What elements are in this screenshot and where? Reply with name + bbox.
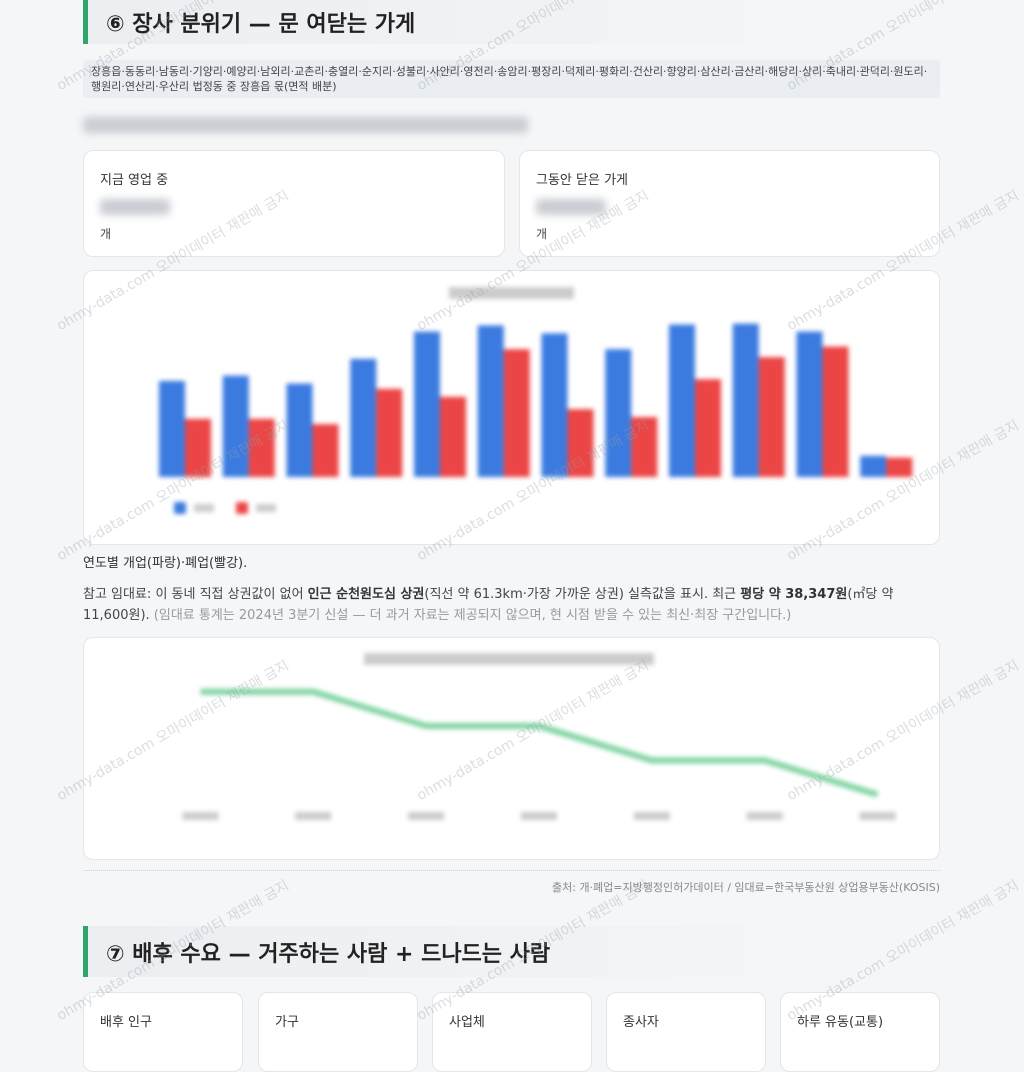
bar <box>414 331 440 477</box>
x-label-blur <box>859 812 896 820</box>
bar <box>541 333 568 477</box>
card-label: 종사자 <box>623 1015 659 1030</box>
bar <box>376 388 403 477</box>
bar <box>758 357 785 477</box>
section-title: ⑦ 배후 수요 — 거주하는 사람 + 드나드는 사람 <box>83 926 745 977</box>
blurred-value <box>536 199 606 215</box>
bar <box>860 455 887 477</box>
x-label-blur <box>182 812 219 820</box>
x-label-blur <box>521 812 557 820</box>
bar <box>695 379 721 477</box>
legend-swatch <box>236 502 248 514</box>
bar <box>440 396 466 477</box>
area-note: 장흥읍·동동리·남동리·기양리·예양리·남외리·교촌리·충열리·순지리·성불리·… <box>83 60 940 98</box>
note-part: 평당 약 38,347원 <box>740 587 848 602</box>
stat-card: 종사자 <box>606 992 766 1072</box>
x-label-blur <box>633 812 670 820</box>
blurred-text <box>83 117 528 133</box>
blurred-value <box>100 199 170 215</box>
card-label: 사업체 <box>449 1015 485 1030</box>
card-label: 지금 영업 중 <box>100 173 169 188</box>
note-part: (직선 약 61.3km·가장 가까운 상권) 실측값을 표시. 최근 <box>424 587 741 602</box>
separator <box>83 870 940 871</box>
legend-swatch <box>174 502 186 514</box>
page: ⑥ 장사 분위기 — 문 여닫는 가게 장흥읍·동동리·남동리·기양리·예양리·… <box>54 0 1022 1072</box>
note-part: 참고 임대료: 이 동네 직접 상권값이 없어 <box>83 587 308 602</box>
bar <box>477 325 504 477</box>
note-part: (임대료 통계는 2024년 3분기 신설 — 더 과거 자료는 제공되지 않으… <box>153 608 792 623</box>
stat-card: 가구 <box>258 992 418 1072</box>
bar <box>159 380 185 477</box>
bar <box>350 358 377 477</box>
stat-card: 배후 인구 <box>83 992 243 1072</box>
card-label: 배후 인구 <box>100 1015 152 1030</box>
bar <box>567 409 594 477</box>
bar <box>185 418 211 477</box>
plot <box>182 653 896 820</box>
bar <box>669 324 695 477</box>
x-label-blur <box>408 812 445 820</box>
card-unit: 개 <box>536 227 548 241</box>
stat-card: 지금 영업 중 개 <box>83 150 505 257</box>
title-blur <box>449 287 574 299</box>
bar <box>605 349 632 477</box>
bar <box>886 457 913 477</box>
stat-card: 하루 유동(교통) <box>780 992 940 1072</box>
bar <box>732 323 759 477</box>
rent-note: 참고 임대료: 이 동네 직접 상권값이 없어 인근 순천원도심 상권(직선 약… <box>83 584 940 626</box>
bar-chart <box>159 287 913 514</box>
bar <box>312 424 339 477</box>
bar <box>631 417 658 477</box>
chart-caption: 연도별 개업(파랑)·폐업(빨강). <box>83 556 248 571</box>
section-title: ⑥ 장사 분위기 — 문 여닫는 가게 <box>83 0 745 44</box>
stat-card: 사업체 <box>432 992 592 1072</box>
x-label-blur <box>295 812 332 820</box>
line <box>200 688 879 798</box>
legend-blur <box>256 504 276 512</box>
bar <box>796 331 823 477</box>
card-label: 그동안 닫은 가게 <box>536 173 628 188</box>
bar <box>503 349 530 477</box>
card-unit: 개 <box>100 227 112 241</box>
plot <box>159 287 913 514</box>
note-part: 인근 순천원도심 상권 <box>307 587 425 602</box>
bar <box>248 418 275 477</box>
source: 출처: 개·폐업=지방행정인허가데이터 / 임대료=한국부동산원 상업용부동산(… <box>552 881 940 894</box>
bar <box>222 375 249 477</box>
line-chart <box>182 653 896 820</box>
stat-card: 그동안 닫은 가게 개 <box>519 150 940 257</box>
card-label: 가구 <box>275 1015 299 1030</box>
note-part: (㎡당 약 11,600원). <box>83 587 894 623</box>
bar <box>286 383 313 477</box>
bar <box>822 346 849 477</box>
chart-card <box>83 637 940 860</box>
card-label: 하루 유동(교통) <box>797 1015 884 1030</box>
title-blur <box>364 653 654 665</box>
legend-blur <box>194 504 214 512</box>
x-label-blur <box>746 812 783 820</box>
chart-card <box>83 270 940 545</box>
